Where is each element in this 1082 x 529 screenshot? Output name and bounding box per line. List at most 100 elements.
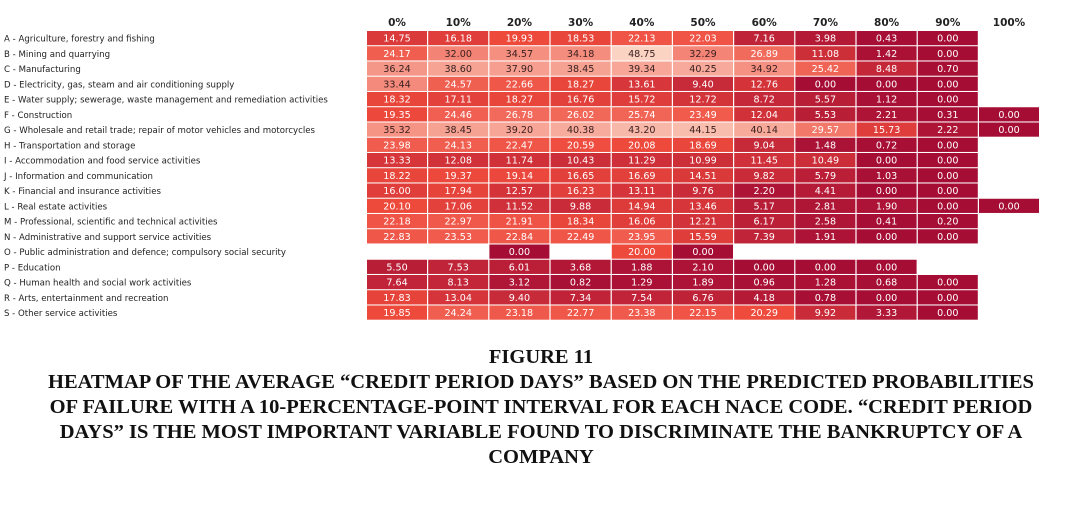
- heatmap-cell: [489, 76, 550, 91]
- cell-value-label: 20.29: [750, 308, 777, 319]
- cell-value-label: 22.66: [506, 79, 533, 90]
- cell-value-label: 0.31: [937, 110, 958, 121]
- heatmap-cell: [856, 137, 917, 152]
- cell-value-label: 7.34: [570, 293, 591, 304]
- cell-value-label: 12.76: [750, 79, 777, 90]
- cell-value-label: 24.24: [444, 308, 471, 319]
- heatmap-cell: [611, 244, 672, 259]
- cell-value-label: 18.27: [506, 95, 533, 106]
- heatmap-cell: [856, 122, 917, 137]
- cell-value-label: 1.28: [815, 278, 836, 289]
- cell-value-label: 17.11: [444, 95, 471, 106]
- heatmap-cell: [856, 275, 917, 290]
- cell-value-label: 48.75: [628, 49, 655, 60]
- cell-value-label: 16.06: [628, 217, 655, 228]
- heatmap-cell: [795, 122, 856, 137]
- heatmap-cell: [856, 214, 917, 229]
- cell-value-label: 3.98: [815, 34, 836, 45]
- cell-value-label: 1.90: [876, 201, 897, 212]
- heatmap-cell: [428, 76, 489, 91]
- heatmap-cell: [734, 46, 795, 61]
- heatmap-cell: [734, 259, 795, 274]
- heatmap-cell: [428, 229, 489, 244]
- heatmap-cell: [428, 137, 489, 152]
- figure-description: HEATMAP OF THE AVERAGE “CREDIT PERIOD DA…: [48, 371, 1034, 468]
- heatmap-cell: [795, 214, 856, 229]
- heatmap-cell: [367, 305, 427, 320]
- cell-value-label: 0.00: [876, 156, 897, 167]
- heatmap-cell: [795, 275, 856, 290]
- cell-value-label: 22.47: [506, 140, 533, 151]
- cell-value-label: 23.98: [383, 140, 410, 151]
- heatmap-cell: [428, 107, 489, 122]
- row-label: K - Financial and insurance activities: [4, 187, 161, 197]
- cell-value-label: 23.49: [689, 110, 716, 121]
- row-label: F - Construction: [4, 111, 72, 121]
- heatmap-cell: [428, 31, 489, 46]
- cell-value-label: 18.22: [383, 171, 410, 182]
- cell-value-label: 16.65: [567, 171, 594, 182]
- heatmap-cell: [734, 76, 795, 91]
- cell-value-label: 44.15: [689, 125, 716, 136]
- heatmap-cell: [428, 259, 489, 274]
- row-label: E - Water supply; sewerage, waste manage…: [4, 96, 328, 106]
- cell-value-label: 0.00: [998, 125, 1019, 136]
- cell-value-label: 0.00: [937, 95, 958, 106]
- heatmap-cell: [673, 229, 733, 244]
- cell-value-label: 0.00: [937, 79, 958, 90]
- heatmap-cell: [489, 31, 550, 46]
- cell-value-label: 43.20: [628, 125, 655, 136]
- cell-value-label: 2.10: [692, 262, 713, 273]
- heatmap-cell: [611, 107, 672, 122]
- heatmap-chart: 0% 10% 20% 30% 40% 50% 60% 70% 80% 90% 100% A - Ag…: [3, 17, 1039, 320]
- heatmap-cell: [550, 76, 611, 91]
- heatmap-cell: [611, 290, 672, 305]
- cell-value-label: 25.42: [812, 64, 839, 75]
- cell-value-label: 21.91: [506, 217, 533, 228]
- heatmap-cell: [489, 229, 550, 244]
- cell-value-label: 8.13: [448, 278, 469, 289]
- row-label: I - Accommodation and food service activ…: [4, 157, 201, 167]
- cell-value-label: 34.18: [567, 49, 594, 60]
- cell-value-label: 0.00: [937, 49, 958, 60]
- cell-value-label: 6.76: [692, 293, 713, 304]
- heatmap-cell: [611, 31, 672, 46]
- heatmap-cell: [428, 46, 489, 61]
- heatmap-cell: [550, 137, 611, 152]
- cell-value-label: 0.00: [876, 186, 897, 197]
- cell-value-label: 7.39: [754, 232, 775, 243]
- cell-value-label: 34.92: [750, 64, 777, 75]
- heatmap-cell: [673, 183, 733, 198]
- heatmap-cell: [795, 153, 856, 168]
- cell-value-label: 0.20: [937, 217, 958, 228]
- heatmap-cell: [734, 92, 795, 107]
- cell-value-label: 0.00: [998, 201, 1019, 212]
- cell-value-label: 39.20: [506, 125, 533, 136]
- heatmap-cell: [795, 183, 856, 198]
- cell-value-label: 37.90: [506, 64, 533, 75]
- column-header: 90%: [935, 17, 961, 29]
- cell-value-label: 18.69: [689, 140, 716, 151]
- heatmap-cell: [795, 259, 856, 274]
- cell-value-label: 0.00: [937, 201, 958, 212]
- cell-value-label: 1.29: [631, 278, 652, 289]
- cell-value-label: 13.04: [444, 293, 471, 304]
- cell-value-label: 6.01: [509, 262, 530, 273]
- column-header: 100%: [993, 17, 1026, 29]
- heatmap-cell: [795, 61, 856, 76]
- heatmap-cell: [367, 76, 427, 91]
- heatmap-cell: [489, 107, 550, 122]
- heatmap-cell: [489, 275, 550, 290]
- heatmap-cell: [673, 305, 733, 320]
- cell-value-label: 12.57: [506, 186, 533, 197]
- heatmap-cell: [856, 305, 917, 320]
- heatmap-cell: [795, 305, 856, 320]
- cell-value-label: 1.12: [876, 95, 897, 106]
- cell-value-label: 24.46: [444, 110, 471, 121]
- cell-value-label: 20.59: [567, 140, 594, 151]
- row-label: J - Information and communication: [3, 172, 153, 182]
- cell-value-label: 39.34: [628, 64, 655, 75]
- row-labels: A - Agriculture, forestry and fishing B -…: [3, 35, 328, 320]
- heatmap-cell: [611, 214, 672, 229]
- column-header: 20%: [507, 17, 533, 29]
